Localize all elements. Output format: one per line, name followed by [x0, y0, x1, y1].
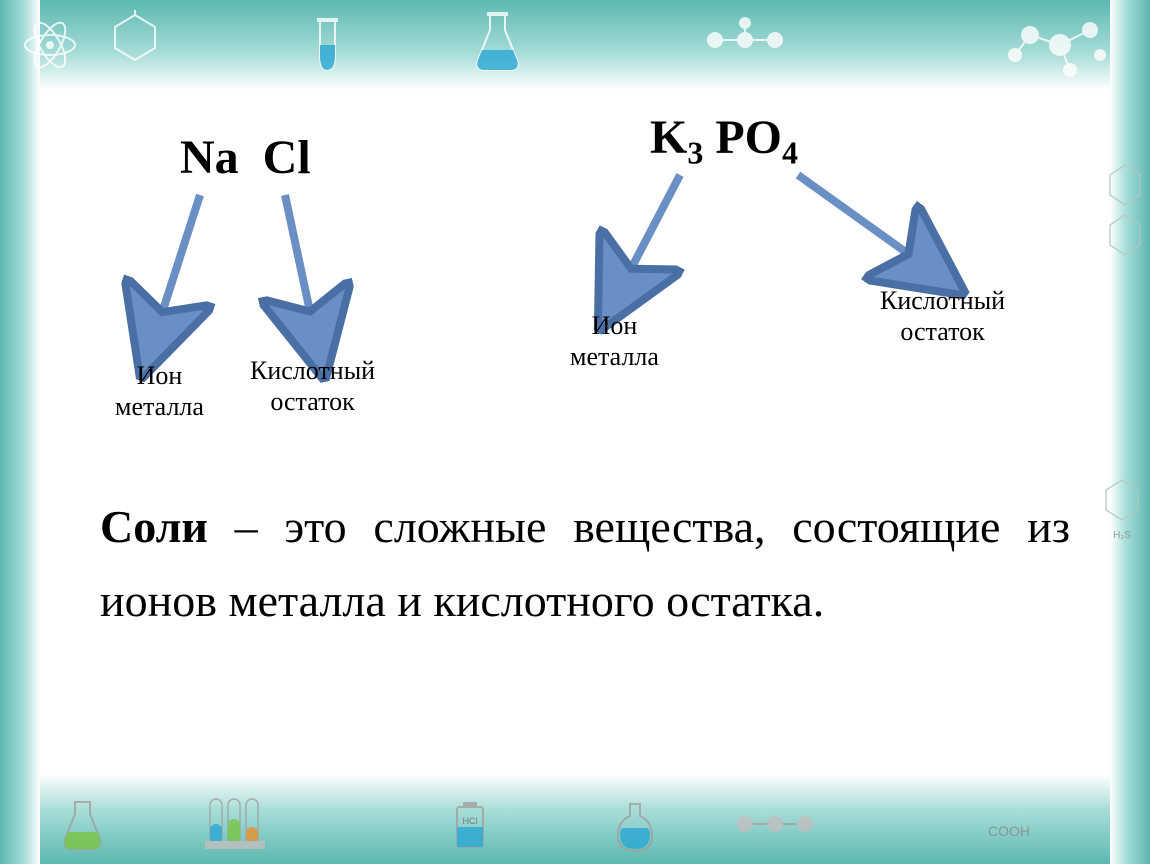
arrow-left-1 [0, 0, 1150, 864]
deco-test-tube-icon [310, 15, 345, 75]
label-acid-r-line1: Кислотный [880, 285, 1005, 316]
deco-flask-icon [470, 5, 525, 75]
deco-bottom-round-flask-icon [610, 796, 660, 856]
label-ion-line1: Ион [115, 360, 204, 391]
formula-k: K [650, 111, 687, 164]
deco-atom-icon [20, 15, 80, 75]
deco-bottom-flask1-icon [60, 794, 105, 854]
label-acid-residue-right: Кислотный остаток [880, 285, 1005, 347]
formula-k3po4: K3 PO4 [650, 110, 798, 172]
deco-right-hexagon-icon [1105, 150, 1145, 270]
formula-nacl: Na Cl [180, 130, 311, 185]
deco-bottom-tubes-icon [200, 789, 280, 854]
svg-text:H₂S: H₂S [1113, 530, 1131, 541]
deco-molecule-cluster-icon [1000, 5, 1120, 85]
svg-text:HCl: HCl [463, 816, 478, 826]
formula-cl: Cl [263, 131, 311, 184]
deco-bottom-hcl-icon: HCl [445, 799, 495, 854]
formula-na: Na [180, 131, 239, 184]
formula-sub4: 4 [782, 135, 798, 171]
definition-body: – это сложные вещества, состоящие из ион… [100, 501, 1070, 626]
deco-hexagon-icon [110, 10, 160, 65]
label-acid-line2: остаток [250, 386, 375, 417]
formula-po: PO [715, 111, 782, 164]
label-acid-residue-left: Кислотный остаток [250, 355, 375, 417]
label-ion-line2: металла [115, 391, 204, 422]
deco-bottom-formula-text: COOH [988, 823, 1030, 839]
deco-bottom-molecule-icon [730, 799, 820, 849]
definition-bold-term: Соли [100, 501, 208, 552]
label-acid-line1: Кислотный [250, 355, 375, 386]
definition-text: Соли – это сложные вещества, состоящие и… [100, 490, 1070, 637]
label-ion-r-line1: Ион [570, 310, 659, 341]
main-content: Na Cl K3 PO4 Ион металла Кислотный остат… [0, 0, 1150, 864]
formula-sub3: 3 [687, 135, 703, 171]
label-ion-r-line2: металла [570, 341, 659, 372]
deco-molecule-top-icon [700, 15, 790, 65]
label-acid-r-line2: остаток [880, 316, 1005, 347]
deco-right-molecule-icon: H₂S [1100, 470, 1145, 550]
label-ion-metal-right: Ион металла [570, 310, 659, 372]
label-ion-metal-left: Ион металла [115, 360, 204, 422]
